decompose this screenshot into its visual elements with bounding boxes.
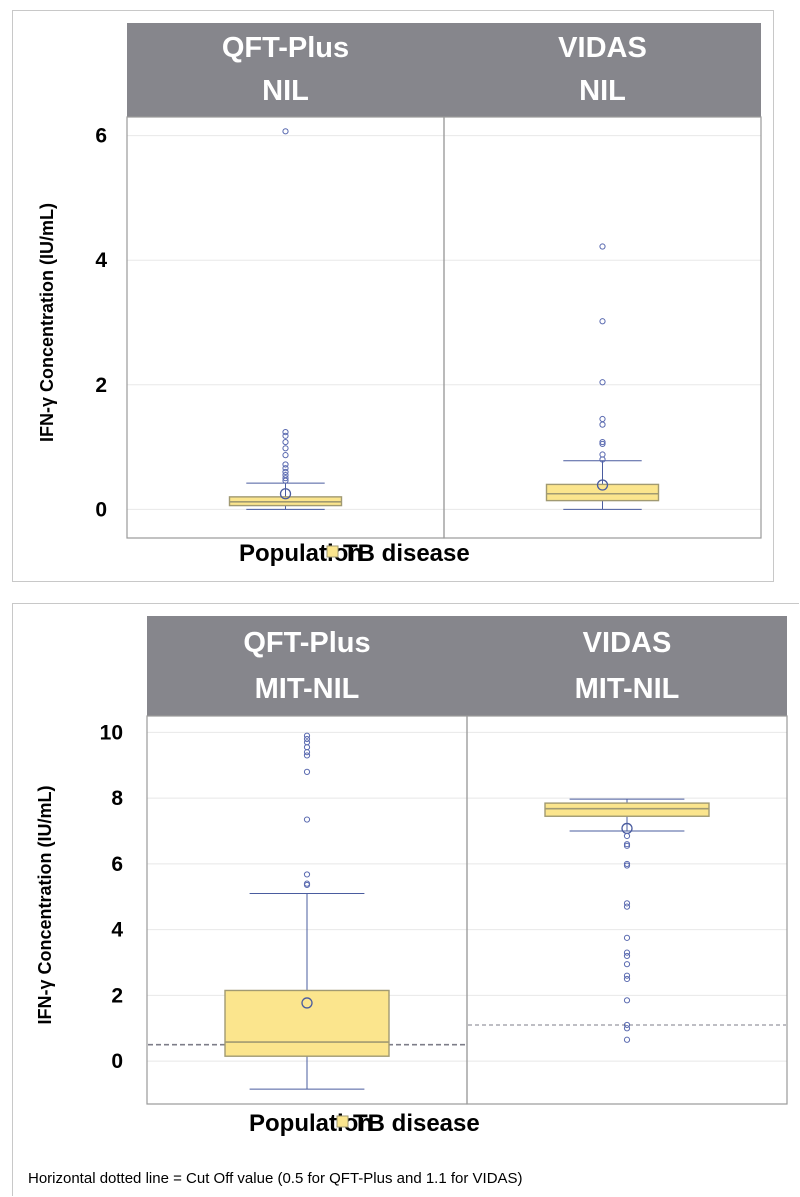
- outlier-point: [282, 465, 289, 472]
- outlier-point: [623, 975, 631, 983]
- y-tick-label: 4: [111, 919, 123, 942]
- outlier-point: [599, 318, 606, 325]
- outlier-point: [282, 438, 289, 446]
- y-tick-label: 8: [111, 787, 123, 810]
- outlier-point: [623, 862, 631, 869]
- outlier-point: [303, 880, 311, 887]
- outlier-point: [303, 816, 311, 823]
- panel-header-line1: VIDAS: [583, 627, 672, 659]
- chart-panel-nil: QFT-Plus NIL VIDAS NIL 0 2 4 6 IFN-γ Concentrati…: [12, 10, 774, 582]
- legend-entry: TB disease: [343, 540, 470, 567]
- panel-header-line1: QFT-Plus: [243, 627, 370, 659]
- outlier-point: [303, 739, 311, 746]
- outlier-point: [282, 432, 289, 439]
- y-tick-label: 0: [95, 498, 107, 521]
- outlier-point: [599, 440, 606, 448]
- cutoff-footnote: Horizontal dotted line = Cut Off value (…: [28, 1170, 523, 1187]
- outlier-point: [599, 421, 606, 428]
- panel-header-line1: QFT-Plus: [222, 32, 349, 64]
- panel-header-line2: NIL: [579, 75, 626, 107]
- legend-entry: TB disease: [353, 1110, 480, 1137]
- outlier-point: [282, 461, 289, 468]
- panel-frame: [443, 116, 762, 539]
- y-axis-label: IFN-γ Concentration (IU/mL): [37, 203, 57, 442]
- mean-marker: [301, 997, 313, 1009]
- outlier-point: [599, 451, 606, 458]
- legend-title: Population: [249, 1110, 373, 1137]
- outlier-point: [282, 471, 289, 479]
- y-tick-label: 10: [100, 721, 123, 744]
- legend-title: Population: [239, 540, 363, 567]
- outlier-point: [623, 972, 631, 979]
- iqr-box: [545, 483, 660, 502]
- y-tick-label: 6: [95, 125, 107, 148]
- outlier-point: [303, 744, 311, 751]
- panel-header-line2: NIL: [262, 75, 309, 107]
- outlier-point: [599, 243, 606, 250]
- y-tick-label: 2: [95, 374, 107, 397]
- outlier-point: [282, 128, 289, 135]
- outlier-point: [303, 752, 311, 759]
- panel-frame: [466, 715, 788, 1105]
- outlier-point: [623, 1036, 631, 1043]
- outlier-point: [623, 1021, 631, 1029]
- outlier-point: [282, 468, 289, 476]
- outlier-point: [282, 429, 289, 436]
- outlier-point: [623, 832, 631, 840]
- panel-header-strip: [147, 616, 467, 716]
- panel-header-line2: MIT-NIL: [575, 673, 680, 705]
- panel-header-strip: [467, 616, 787, 716]
- iqr-box: [224, 989, 390, 1057]
- outlier-point: [623, 961, 631, 968]
- outlier-point: [623, 934, 631, 941]
- outlier-point: [599, 415, 606, 423]
- outlier-point: [303, 732, 311, 739]
- panel-header-strip: [127, 23, 444, 117]
- panel-header-line2: MIT-NIL: [255, 673, 360, 705]
- outlier-point: [623, 952, 631, 960]
- y-axis-label: IFN-γ Concentration (IU/mL): [35, 786, 55, 1025]
- outlier-point: [303, 768, 311, 775]
- outlier-point: [303, 735, 311, 743]
- outlier-point: [623, 1025, 631, 1032]
- outlier-point: [623, 949, 631, 956]
- y-tick-label: 2: [111, 984, 123, 1007]
- mean-marker: [596, 479, 609, 491]
- y-tick-label: 4: [95, 249, 107, 272]
- outlier-point: [623, 842, 631, 849]
- outlier-point: [282, 475, 289, 482]
- y-tick-label: 0: [111, 1050, 123, 1073]
- outlier-point: [303, 749, 311, 756]
- outlier-point: [623, 997, 631, 1004]
- chart-nil-svg: QFT-Plus NIL VIDAS NIL 0 2 4 6 IFN-γ Concentrati…: [37, 23, 762, 567]
- chart-mit-nil-svg: QFT-Plus MIT-NIL VIDAS MIT-NIL 0 2 4 6 8 10 IFN-γ …: [35, 616, 788, 1137]
- panel-header-strip: [444, 23, 761, 117]
- outlier-point: [599, 379, 606, 386]
- legend-swatch: [326, 545, 339, 558]
- outlier-point: [282, 452, 289, 459]
- mean-marker: [279, 488, 292, 500]
- outlier-point: [623, 900, 631, 907]
- chart-panel-mit-nil: QFT-Plus MIT-NIL VIDAS MIT-NIL 0 2 4 6 8 10 IFN-γ …: [12, 603, 799, 1196]
- outlier-point: [282, 445, 289, 452]
- y-tick-label: 6: [111, 853, 123, 876]
- outlier-point: [623, 903, 631, 910]
- outlier-point: [599, 438, 606, 446]
- panel-header-line1: VIDAS: [558, 32, 647, 64]
- legend-swatch: [336, 1115, 349, 1128]
- outlier-point: [303, 871, 311, 878]
- iqr-box: [544, 802, 710, 817]
